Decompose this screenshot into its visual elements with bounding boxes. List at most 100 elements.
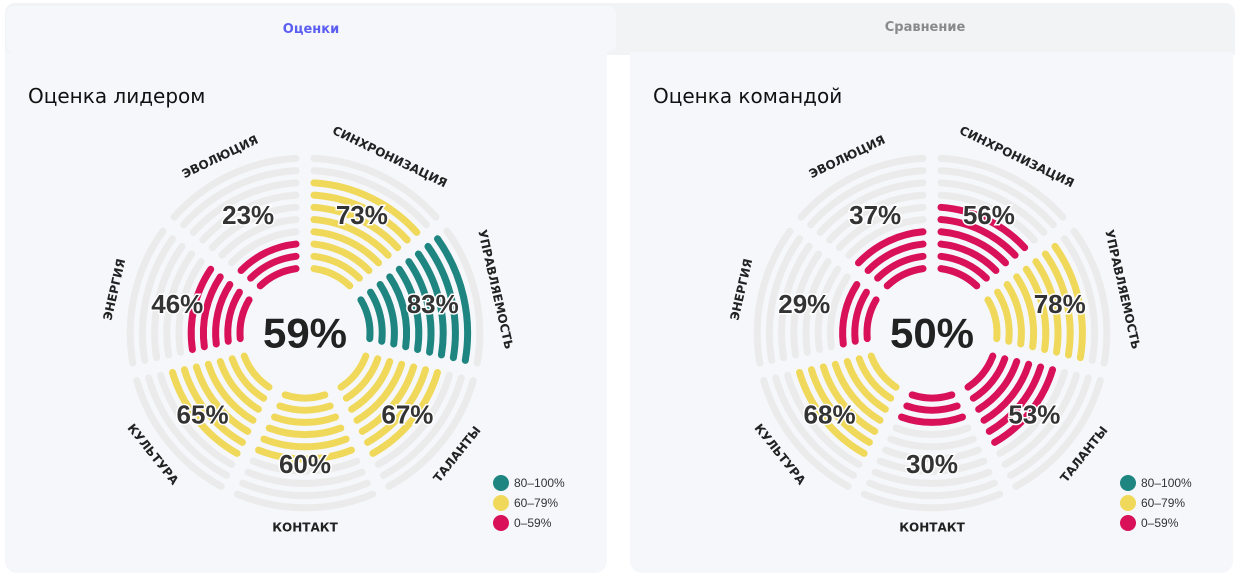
ring-arc-empty bbox=[1007, 374, 1092, 479]
segment-2 bbox=[357, 227, 484, 367]
ring-arc-filled bbox=[405, 258, 435, 356]
card-title: Оценка командой bbox=[653, 84, 843, 108]
leader-rating-card: Оценка лидером СИНХРОНИЗАЦИЯ 73% УПРАВЛЯЕМ… bbox=[5, 52, 607, 573]
ring-arc-filled bbox=[240, 352, 273, 391]
ring-arc-filled bbox=[386, 273, 411, 351]
ring-arc-filled bbox=[796, 368, 868, 457]
ring-arc-empty bbox=[239, 479, 371, 500]
ring-arc-filled bbox=[224, 288, 243, 345]
ring-arc-filled bbox=[984, 296, 1001, 343]
ring-arc-filled bbox=[994, 288, 1013, 345]
legend-dot-icon bbox=[1120, 515, 1136, 531]
ring-arc-empty bbox=[802, 258, 832, 356]
ring-arc-empty bbox=[244, 468, 366, 487]
legend-dot-icon bbox=[493, 515, 509, 531]
segment-6 bbox=[753, 227, 880, 367]
segment-5 bbox=[760, 352, 900, 490]
ring-arc-filled bbox=[434, 235, 472, 364]
ring-arc-empty bbox=[876, 457, 988, 475]
ring-arc-filled bbox=[169, 368, 241, 457]
center-value: 50% bbox=[890, 310, 974, 357]
ring-arc-empty bbox=[871, 468, 993, 487]
ring-arc-empty bbox=[996, 368, 1068, 457]
ring-arc-empty bbox=[892, 424, 972, 439]
center-value: 59% bbox=[263, 310, 347, 357]
value-label: 56% bbox=[963, 200, 1015, 230]
segment-7 bbox=[170, 154, 300, 290]
ring-arc-empty bbox=[814, 265, 842, 353]
value-label: 60% bbox=[279, 449, 331, 479]
ring-arc-filled bbox=[348, 358, 394, 413]
ring-arc-empty bbox=[860, 490, 1004, 512]
legend-item-low: 0–59% bbox=[1120, 513, 1192, 533]
ring-arc-empty bbox=[790, 250, 823, 359]
ring-arc-empty bbox=[208, 203, 300, 252]
ring-arc-filled bbox=[236, 296, 253, 343]
ring-arc-filled bbox=[358, 363, 418, 435]
ring-arc-filled bbox=[864, 240, 927, 275]
ring-arc-filled bbox=[265, 424, 345, 439]
ring-arc-empty bbox=[826, 191, 927, 244]
radial-chart-leader: СИНХРОНИЗАЦИЯ73%УПРАВЛЯЕМОСТЬ83%ТАЛАНТЫ6… bbox=[101, 123, 516, 534]
ring-arc-filled bbox=[854, 228, 927, 267]
value-label: 73% bbox=[336, 200, 388, 230]
ring-arc-empty bbox=[443, 227, 484, 367]
ring-arc-filled bbox=[863, 296, 880, 343]
ring-arc-filled bbox=[855, 355, 895, 402]
ring-arc-filled bbox=[376, 281, 398, 348]
legend-label: 0–59% bbox=[1141, 516, 1179, 530]
ring-arc-empty bbox=[133, 377, 225, 490]
ring-arc-filled bbox=[903, 402, 961, 414]
ring-arc-empty bbox=[937, 179, 1048, 236]
ring-arc-filled bbox=[1051, 242, 1086, 362]
ring-arc-filled bbox=[310, 203, 402, 252]
ring-arc-filled bbox=[256, 265, 300, 290]
ring-arc-filled bbox=[851, 288, 870, 345]
ring-arc-empty bbox=[784, 371, 863, 468]
category-label: ЭВОЛЮЦИЯ bbox=[180, 133, 261, 181]
ring-arc-filled bbox=[310, 179, 421, 236]
ring-arc-empty bbox=[227, 228, 300, 267]
segment-6 bbox=[126, 227, 253, 367]
ring-arc-filled bbox=[883, 265, 927, 290]
legend-dot-icon bbox=[493, 495, 509, 511]
ring-arc-empty bbox=[138, 235, 176, 364]
category-label: КОНТАКТ bbox=[899, 521, 965, 535]
value-label: 78% bbox=[1034, 289, 1086, 319]
ring-arc-filled bbox=[937, 216, 1019, 259]
ring-arc-filled bbox=[395, 265, 423, 353]
tab-comparison[interactable]: Сравнение bbox=[884, 20, 966, 35]
segment-3 bbox=[337, 352, 477, 490]
ring-arc-empty bbox=[1070, 227, 1111, 367]
category-label: ЭНЕРГИЯ bbox=[728, 257, 756, 321]
ring-arc-empty bbox=[797, 154, 927, 221]
ring-arc-empty bbox=[218, 216, 300, 259]
ring-arc-empty bbox=[807, 167, 927, 229]
legend-label: 0–59% bbox=[514, 516, 552, 530]
ring-arc-empty bbox=[385, 377, 477, 490]
ring-arc-empty bbox=[772, 374, 857, 479]
ring-arc-empty bbox=[310, 154, 440, 221]
ring-arc-filled bbox=[364, 366, 430, 446]
value-label: 53% bbox=[1008, 400, 1060, 430]
ring-arc-empty bbox=[1001, 371, 1080, 468]
ring-arc-empty bbox=[937, 154, 1067, 221]
ring-arc-filled bbox=[271, 413, 339, 426]
ring-arc-filled bbox=[369, 368, 441, 457]
ring-arc-filled bbox=[228, 355, 268, 402]
segment-7 bbox=[797, 154, 927, 290]
tab-ratings[interactable]: Оценки bbox=[6, 6, 616, 52]
segment-5 bbox=[133, 352, 273, 490]
legend-label: 60–79% bbox=[1141, 496, 1186, 510]
legend-dot-icon bbox=[1120, 475, 1136, 491]
legend: 80–100% 60–79% 0–59% bbox=[1120, 473, 1192, 533]
value-label: 30% bbox=[906, 449, 958, 479]
value-label: 67% bbox=[381, 400, 433, 430]
ring-arc-filled bbox=[414, 250, 447, 359]
ring-arc-filled bbox=[367, 288, 386, 345]
ring-arc-filled bbox=[937, 203, 1029, 252]
radial-chart-team: СИНХРОНИЗАЦИЯ56%УПРАВЛЯЕМОСТЬ78%ТАЛАНТЫ5… bbox=[728, 123, 1143, 535]
segment-1 bbox=[310, 154, 440, 290]
ring-arc-filled bbox=[937, 265, 981, 290]
ring-arc-empty bbox=[175, 258, 205, 356]
